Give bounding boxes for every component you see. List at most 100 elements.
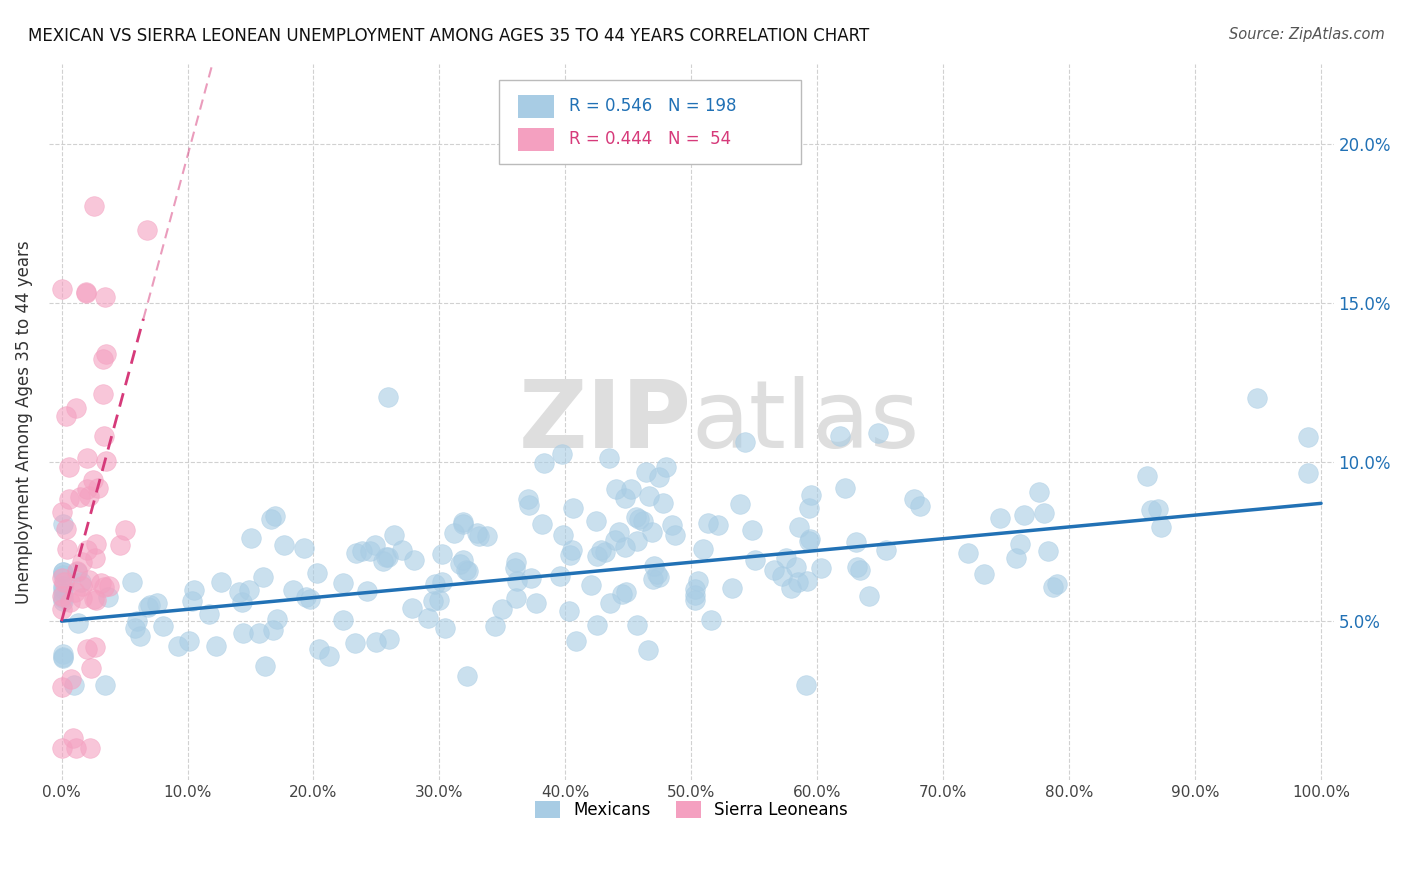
Point <box>456 669 478 683</box>
Point <box>505 574 527 589</box>
Point <box>76 642 98 657</box>
Point <box>828 429 851 443</box>
Point <box>957 546 980 560</box>
Point <box>356 583 378 598</box>
Point <box>599 597 621 611</box>
Point <box>593 545 616 559</box>
Point <box>586 549 609 563</box>
Point <box>652 496 675 510</box>
Point <box>484 619 506 633</box>
Point <box>517 491 540 506</box>
Point <box>52 591 75 605</box>
Point <box>79 489 101 503</box>
Point <box>796 574 818 589</box>
Point <box>52 582 75 596</box>
Point <box>770 568 793 582</box>
Point <box>197 607 219 621</box>
Text: atlas: atlas <box>692 376 920 468</box>
Point <box>799 532 821 546</box>
Point <box>62 731 84 745</box>
Point <box>76 450 98 465</box>
Point <box>561 501 583 516</box>
Point <box>561 543 583 558</box>
Point <box>585 514 607 528</box>
Point <box>603 533 626 547</box>
Point <box>232 625 254 640</box>
Point <box>988 511 1011 525</box>
Point <box>614 585 637 599</box>
Point <box>631 514 654 528</box>
Point <box>51 571 73 585</box>
Point <box>641 572 664 586</box>
Y-axis label: Unemployment Among Ages 35 to 44 years: Unemployment Among Ages 35 to 44 years <box>15 240 32 604</box>
Point <box>146 596 169 610</box>
Point <box>800 488 823 502</box>
Point <box>260 512 283 526</box>
Point <box>1146 502 1168 516</box>
Point <box>108 538 131 552</box>
Point <box>683 582 706 596</box>
Point <box>52 594 75 608</box>
Point <box>79 741 101 756</box>
Point <box>810 561 832 575</box>
Point <box>94 347 117 361</box>
Point <box>551 527 574 541</box>
Point <box>59 595 82 609</box>
Point <box>82 473 104 487</box>
Point <box>364 538 387 552</box>
Point <box>875 543 897 558</box>
Point <box>524 595 547 609</box>
Point <box>378 632 401 646</box>
Point <box>683 588 706 602</box>
Point <box>834 481 856 495</box>
Point <box>238 583 260 598</box>
Point <box>90 575 112 590</box>
Point <box>51 589 73 603</box>
Point <box>129 630 152 644</box>
Point <box>780 581 803 595</box>
Point <box>266 612 288 626</box>
Point <box>557 604 579 618</box>
Point <box>1032 506 1054 520</box>
Point <box>799 501 821 516</box>
Point <box>209 574 232 589</box>
Point <box>84 537 107 551</box>
Point <box>692 541 714 556</box>
Point <box>94 454 117 468</box>
Text: Source: ZipAtlas.com: Source: ZipAtlas.com <box>1229 27 1385 42</box>
Point <box>55 522 77 536</box>
Point <box>707 518 730 533</box>
Point <box>605 482 627 496</box>
Point <box>94 678 117 692</box>
Point <box>377 390 399 404</box>
Text: R = 0.546   N = 198: R = 0.546 N = 198 <box>569 97 737 115</box>
Point <box>294 541 316 555</box>
Point <box>231 595 253 609</box>
Point <box>401 600 423 615</box>
Point <box>548 568 571 582</box>
Point <box>661 518 683 533</box>
Point <box>58 459 80 474</box>
Point <box>93 429 115 443</box>
Point <box>52 647 75 661</box>
Point <box>491 601 513 615</box>
Point <box>204 640 226 654</box>
Point <box>443 526 465 541</box>
Point <box>51 602 73 616</box>
Point <box>688 574 710 588</box>
Point <box>65 401 87 415</box>
Point <box>249 625 271 640</box>
Point <box>799 533 821 548</box>
Point <box>359 544 381 558</box>
Point <box>94 290 117 304</box>
Point <box>52 568 75 582</box>
Point <box>423 577 446 591</box>
Point <box>973 566 995 581</box>
Point <box>58 491 80 506</box>
Point <box>598 450 620 465</box>
Point <box>1028 485 1050 500</box>
Point <box>1012 508 1035 523</box>
Point <box>589 542 612 557</box>
Point <box>457 564 479 578</box>
Point <box>273 538 295 552</box>
